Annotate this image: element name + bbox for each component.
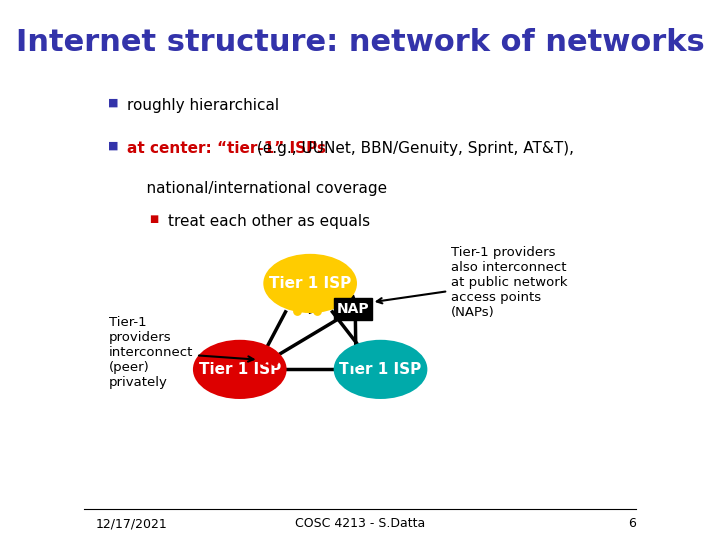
Text: Tier-1
providers
interconnect
(peer)
privately: Tier-1 providers interconnect (peer) pri… [109, 316, 253, 389]
FancyBboxPatch shape [334, 298, 372, 321]
Text: treat each other as equals: treat each other as equals [168, 214, 370, 228]
Text: Tier-1 providers
also interconnect
at public network
access points
(NAPs): Tier-1 providers also interconnect at pu… [377, 246, 567, 319]
Text: 12/17/2021: 12/17/2021 [96, 517, 168, 530]
Text: national/international coverage: national/international coverage [127, 181, 387, 197]
Ellipse shape [335, 341, 426, 397]
Text: 6: 6 [628, 517, 636, 530]
Text: COSC 4213 - S.Datta: COSC 4213 - S.Datta [295, 517, 425, 530]
Text: roughly hierarchical: roughly hierarchical [127, 98, 279, 113]
Text: ■: ■ [149, 214, 158, 224]
Point [256, 355, 268, 364]
Text: (e.g., UUNet, BBN/Genuity, Sprint, AT&T),: (e.g., UUNet, BBN/Genuity, Sprint, AT&T)… [251, 141, 574, 156]
Text: NAP: NAP [337, 302, 369, 316]
Text: ■: ■ [108, 141, 118, 151]
Text: Tier 1 ISP: Tier 1 ISP [199, 362, 281, 377]
Point [346, 356, 358, 365]
Text: Internet structure: network of networks: Internet structure: network of networks [16, 28, 704, 57]
Point [268, 356, 279, 365]
Text: Tier 1 ISP: Tier 1 ISP [269, 276, 351, 291]
Point [349, 357, 361, 366]
Text: ■: ■ [108, 98, 118, 108]
Point [292, 307, 303, 315]
Ellipse shape [194, 341, 285, 397]
Text: at center: “tier-1” ISPs: at center: “tier-1” ISPs [127, 141, 326, 156]
Point [312, 307, 323, 315]
Ellipse shape [265, 255, 356, 312]
Text: Tier 1 ISP: Tier 1 ISP [339, 362, 422, 377]
